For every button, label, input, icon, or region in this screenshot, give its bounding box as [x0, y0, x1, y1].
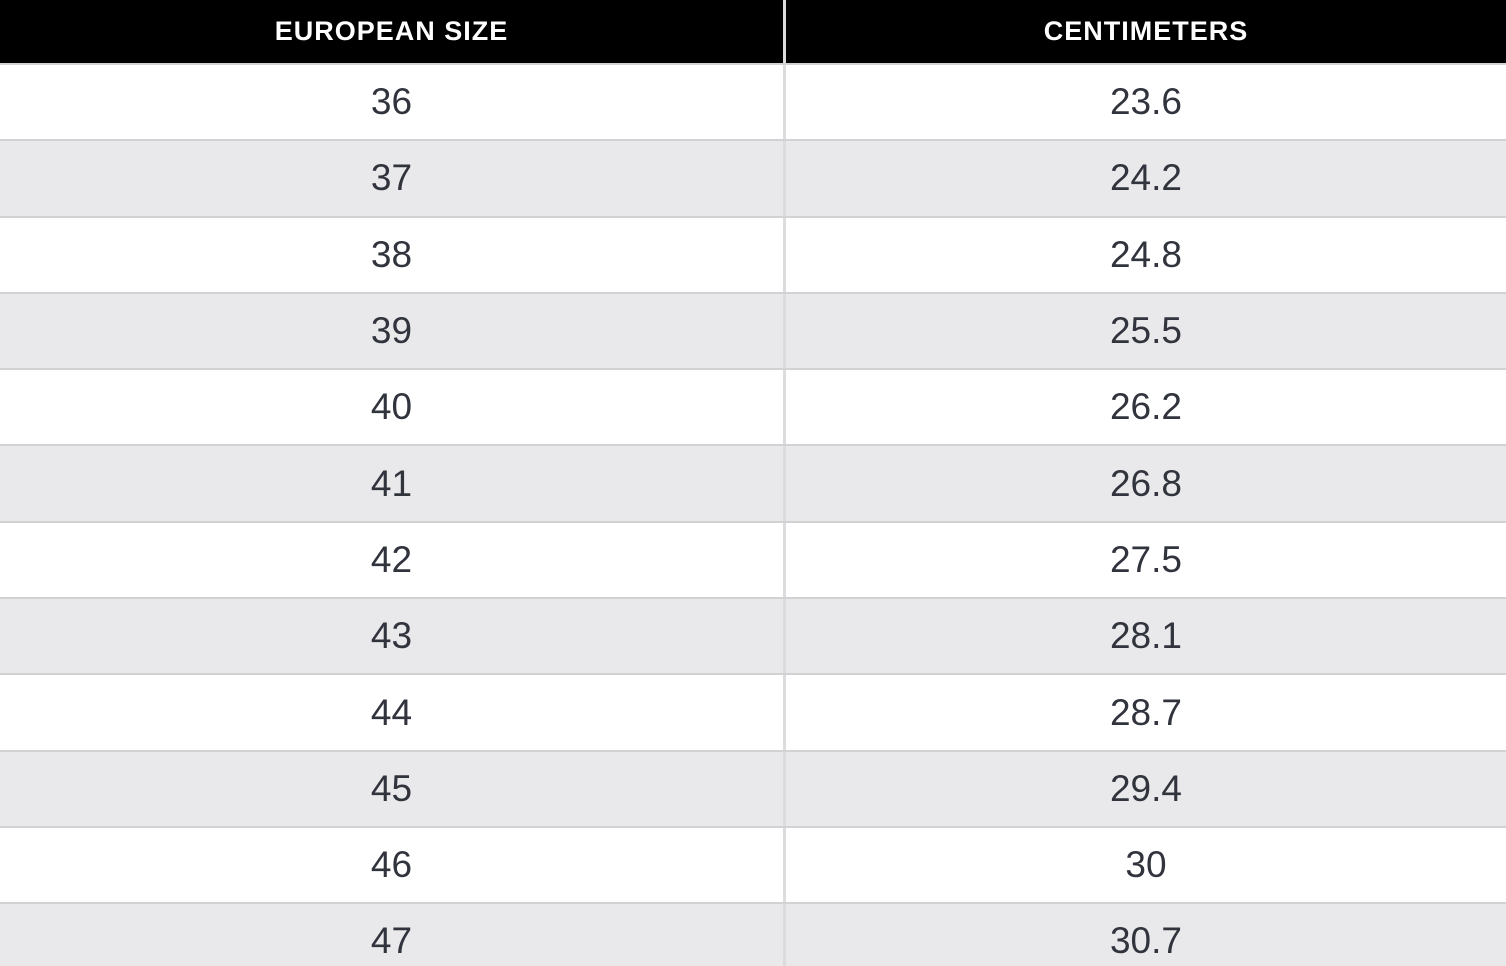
table-row: 36 23.6	[0, 63, 1506, 140]
table-row: 43 28.1	[0, 597, 1506, 674]
cm-cell: 28.7	[1109, 691, 1182, 733]
table-body: 36 23.6 37 24.2 38 24.8 39 25.5 40 26.2 41 26.8 42 27…	[0, 63, 1506, 966]
cm-cell: 24.8	[1109, 233, 1182, 275]
size-cell: 46	[0, 827, 786, 903]
cm-cell: 26.8	[1109, 462, 1182, 504]
header-centimeters: CENTIMETERS	[1043, 16, 1249, 46]
table-header-row: EUROPEAN SIZE CENTIMETERS	[0, 0, 1506, 63]
table-row: 47 30.7	[0, 902, 1506, 966]
table-row: 44 28.7	[0, 673, 1506, 750]
table-row: 37 24.2	[0, 139, 1506, 216]
size-cell: 41	[0, 446, 786, 521]
table-row: 39 25.5	[0, 291, 1506, 369]
cm-cell: 30	[1125, 844, 1167, 886]
table-row: 41 26.8	[0, 444, 1506, 521]
size-cell: 40	[0, 370, 786, 445]
size-cell: 45	[0, 751, 786, 826]
header-european-size: EUROPEAN SIZE	[0, 0, 786, 63]
cm-cell: 23.6	[1109, 81, 1182, 123]
cm-cell: 25.5	[1109, 310, 1182, 352]
table-row: 45 29.4	[0, 749, 1506, 826]
cm-cell: 30.7	[1109, 920, 1182, 962]
size-cell: 36	[0, 65, 786, 140]
size-cell: 42	[0, 522, 786, 598]
table-row: 42 27.5	[0, 520, 1506, 598]
size-cell: 47	[0, 904, 786, 966]
size-cell: 43	[0, 599, 786, 674]
table-row: 46 30	[0, 825, 1506, 903]
size-cell: 38	[0, 217, 786, 292]
table-row: 38 24.8	[0, 215, 1506, 292]
size-cell: 39	[0, 293, 786, 369]
table-row: 40 26.2	[0, 368, 1506, 445]
cm-cell: 29.4	[1109, 767, 1182, 809]
size-cell: 44	[0, 675, 786, 750]
size-cell: 37	[0, 141, 786, 216]
cm-cell: 26.2	[1109, 386, 1182, 428]
cm-cell: 28.1	[1109, 615, 1182, 657]
cm-cell: 24.2	[1109, 157, 1182, 199]
cm-cell: 27.5	[1109, 538, 1182, 580]
